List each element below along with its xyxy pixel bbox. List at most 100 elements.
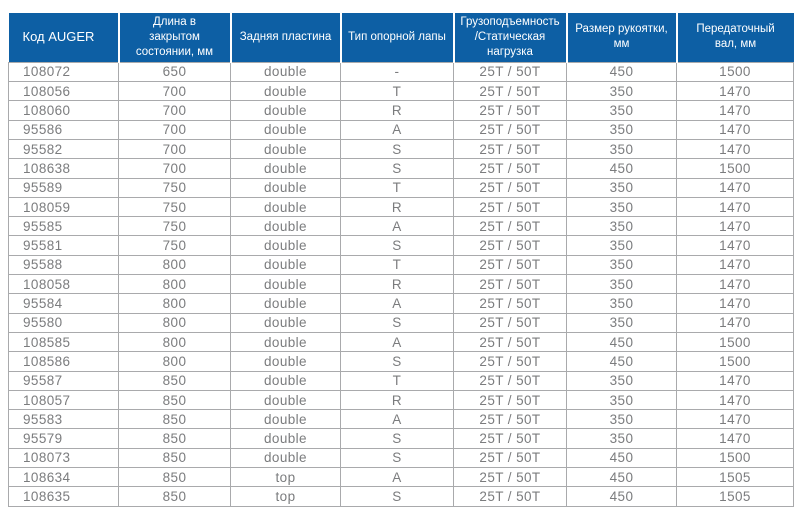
table-header-row: Код AUGER Длина в закрытом состоянии, мм… xyxy=(8,13,794,63)
table-cell-transmission_shaft_mm: 1470 xyxy=(676,100,794,121)
table-cell-capacity_static_load: 25T / 50T xyxy=(453,235,567,256)
table-cell-auger_code: 108056 xyxy=(8,81,119,102)
table-row: 108056 700 double T 25T / 50T 350 1470 xyxy=(8,81,794,102)
table-row: 95588 800 double T 25T / 50T 350 1470 xyxy=(8,254,794,276)
table-cell-auger_code: 95583 xyxy=(8,409,119,430)
table-cell-handle_size_mm: 350 xyxy=(566,428,677,449)
table-cell-back_plate: double xyxy=(230,428,341,449)
table-cell-back_plate: double xyxy=(230,81,341,102)
table-cell-transmission_shaft_mm: 1470 xyxy=(676,293,794,314)
table-cell-support_foot_type: S xyxy=(340,486,454,507)
table-cell-closed_length_mm: 850 xyxy=(118,409,231,430)
table-cell-auger_code: 95582 xyxy=(8,138,119,160)
table-row: 108585 800 double A 25T / 50T 450 1500 xyxy=(8,331,794,353)
table-cell-transmission_shaft_mm: 1470 xyxy=(676,235,794,256)
table-row: 95586 700 double A 25T / 50T 350 1470 xyxy=(8,119,794,141)
table-cell-handle_size_mm: 350 xyxy=(566,370,677,391)
table-cell-support_foot_type: T xyxy=(340,177,454,198)
column-header-closed-length: Длина в закрытом состоянии, мм xyxy=(117,13,232,63)
table-cell-capacity_static_load: 25T / 50T xyxy=(453,428,567,449)
table-cell-support_foot_type: A xyxy=(340,467,454,488)
table-cell-back_plate: double xyxy=(230,447,341,469)
table-row: 95585 750 double A 25T / 50T 350 1470 xyxy=(8,216,794,237)
table-cell-transmission_shaft_mm: 1470 xyxy=(676,196,794,218)
table-cell-auger_code: 108060 xyxy=(8,100,119,121)
table-cell-capacity_static_load: 25T / 50T xyxy=(453,81,567,102)
table-cell-support_foot_type: A xyxy=(340,409,454,430)
table-cell-auger_code: 108059 xyxy=(8,196,119,218)
table-row: 108059 750 double R 25T / 50T 350 1470 xyxy=(8,196,794,218)
table-cell-transmission_shaft_mm: 1500 xyxy=(676,447,794,469)
table-cell-closed_length_mm: 700 xyxy=(118,100,231,121)
table-cell-back_plate: double xyxy=(230,235,341,256)
table-cell-handle_size_mm: 450 xyxy=(566,447,677,469)
table-cell-back_plate: double xyxy=(230,138,341,160)
table-cell-closed_length_mm: 800 xyxy=(118,254,231,276)
auger-spec-table: Код AUGER Длина в закрытом состоянии, мм… xyxy=(8,13,794,507)
table-cell-transmission_shaft_mm: 1500 xyxy=(676,61,794,83)
table-cell-auger_code: 95585 xyxy=(8,216,119,237)
table-cell-auger_code: 108073 xyxy=(8,447,119,469)
table-cell-closed_length_mm: 800 xyxy=(118,274,231,295)
column-header-capacity-static-load: Грузоподъемность /Статическая нагрузка xyxy=(452,13,568,63)
table-cell-support_foot_type: T xyxy=(340,254,454,276)
table-cell-handle_size_mm: 450 xyxy=(566,467,677,488)
table-body: 108072 650 double -25T / 50T 450 1500 108056 70… xyxy=(8,61,794,507)
table-cell-capacity_static_load: 25T / 50T xyxy=(453,351,567,372)
table-cell-auger_code: 108057 xyxy=(8,389,119,411)
table-cell-capacity_static_load: 25T / 50T xyxy=(453,138,567,160)
table-cell-back_plate: double xyxy=(230,312,341,333)
table-cell-closed_length_mm: 850 xyxy=(118,389,231,411)
table-cell-handle_size_mm: 450 xyxy=(566,486,677,507)
table-cell-back_plate: double xyxy=(230,351,341,372)
table-cell-closed_length_mm: 700 xyxy=(118,158,231,179)
table-cell-back_plate: double xyxy=(230,158,341,179)
table-cell-support_foot_type: S xyxy=(340,138,454,160)
table-row: 95584 800 double A 25T / 50T 350 1470 xyxy=(8,293,794,314)
table-cell-closed_length_mm: 700 xyxy=(118,119,231,141)
table-cell-handle_size_mm: 350 xyxy=(566,216,677,237)
table-cell-transmission_shaft_mm: 1470 xyxy=(676,138,794,160)
table-cell-support_foot_type: - xyxy=(340,61,454,83)
table-cell-auger_code: 108634 xyxy=(8,467,119,488)
table-cell-transmission_shaft_mm: 1470 xyxy=(676,254,794,276)
table-cell-auger_code: 95589 xyxy=(8,177,119,198)
table-row: 108072 650 double -25T / 50T 450 1500 xyxy=(8,61,794,83)
table-cell-auger_code: 95580 xyxy=(8,312,119,333)
table-cell-support_foot_type: S xyxy=(340,447,454,469)
table-cell-closed_length_mm: 850 xyxy=(118,428,231,449)
table-cell-handle_size_mm: 350 xyxy=(566,235,677,256)
table-cell-closed_length_mm: 800 xyxy=(118,331,231,353)
table-cell-handle_size_mm: 350 xyxy=(566,196,677,218)
table-cell-closed_length_mm: 750 xyxy=(118,235,231,256)
table-cell-capacity_static_load: 25T / 50T xyxy=(453,158,567,179)
table-cell-back_plate: double xyxy=(230,293,341,314)
table-cell-capacity_static_load: 25T / 50T xyxy=(453,370,567,391)
table-row: 108634 850 top A 25T / 50T 450 1505 xyxy=(8,467,794,488)
table-cell-handle_size_mm: 350 xyxy=(566,138,677,160)
table-cell-back_plate: double xyxy=(230,254,341,276)
column-header-support-foot-type: Тип опорной лапы xyxy=(339,13,455,63)
table-cell-transmission_shaft_mm: 1470 xyxy=(676,81,794,102)
table-cell-capacity_static_load: 25T / 50T xyxy=(453,312,567,333)
table-cell-transmission_shaft_mm: 1470 xyxy=(676,389,794,411)
table-cell-support_foot_type: R xyxy=(340,196,454,218)
table-cell-back_plate: double xyxy=(230,216,341,237)
table-cell-handle_size_mm: 350 xyxy=(566,274,677,295)
table-cell-handle_size_mm: 350 xyxy=(566,177,677,198)
table-cell-transmission_shaft_mm: 1470 xyxy=(676,428,794,449)
table-cell-closed_length_mm: 750 xyxy=(118,216,231,237)
table-cell-transmission_shaft_mm: 1505 xyxy=(676,467,794,488)
table-cell-capacity_static_load: 25T / 50T xyxy=(453,389,567,411)
table-cell-auger_code: 108638 xyxy=(8,158,119,179)
column-header-handle-size: Размер рукоятки, мм xyxy=(565,13,678,63)
table-row: 108058 800 double R 25T / 50T 350 1470 xyxy=(8,274,794,295)
table-row: 108057 850 double R 25T / 50T 350 1470 xyxy=(8,389,794,411)
table-cell-auger_code: 108058 xyxy=(8,274,119,295)
table-row: 108060 700 double R 25T / 50T 350 1470 xyxy=(8,100,794,121)
table-cell-capacity_static_load: 25T / 50T xyxy=(453,61,567,83)
table-cell-transmission_shaft_mm: 1470 xyxy=(676,177,794,198)
table-cell-closed_length_mm: 850 xyxy=(118,467,231,488)
table-cell-closed_length_mm: 800 xyxy=(118,312,231,333)
table-cell-capacity_static_load: 25T / 50T xyxy=(453,331,567,353)
